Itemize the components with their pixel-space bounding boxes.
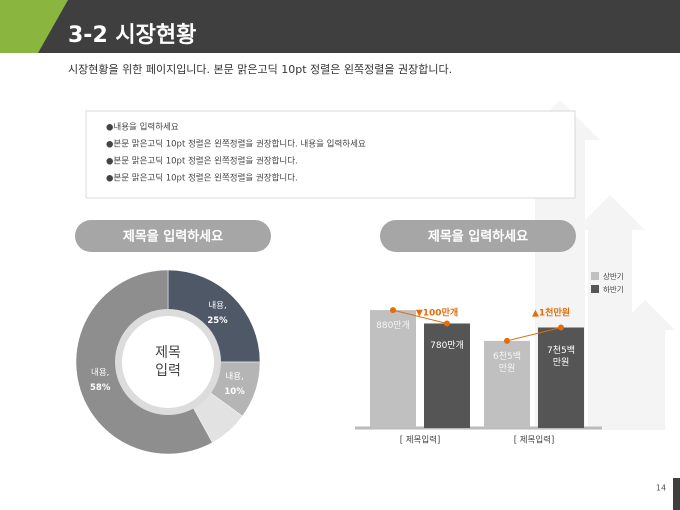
- x-tick-label: [ 제목입력]: [400, 435, 441, 446]
- legend-label: 하반기: [603, 284, 624, 294]
- page-number: 14: [656, 484, 666, 493]
- change-dot: [390, 307, 396, 314]
- title-pill: [75, 220, 271, 252]
- x-tick-label: [ 제목입력]: [514, 435, 555, 446]
- bar: [484, 340, 530, 428]
- change-line: [506, 327, 562, 342]
- bar: [424, 323, 470, 428]
- page-title: 3-2 시장현황: [68, 23, 196, 48]
- segment-value: 10%: [224, 387, 245, 397]
- corner-block: [673, 478, 680, 510]
- bullet: ●본문 맑은고딕 10pt 정렬은 왼쪽정렬을 권장합니다.: [106, 173, 298, 184]
- legend-swatch: [591, 272, 599, 280]
- bar: [370, 310, 416, 428]
- center-label: 입력: [155, 363, 181, 379]
- header-bar: [0, 0, 680, 53]
- bullet: ●내용을 입력하세요: [106, 122, 179, 133]
- legend-label: 상반기: [603, 271, 624, 281]
- value-label: 6천5백 만원: [492, 351, 522, 374]
- bar: [538, 327, 584, 428]
- segment-label: 내용,: [91, 368, 109, 378]
- change-dot: [558, 324, 564, 331]
- bullet-box: [85, 110, 576, 199]
- legend-swatch: [591, 285, 599, 293]
- center-label: 제목: [155, 345, 181, 361]
- bullet: ●본문 맑은고딕 10pt 정렬은 왼쪽정렬을 권장합니다. 내용을 입력하세요: [106, 139, 366, 150]
- chart-title: 제목을 입력하세요: [428, 229, 528, 245]
- chart-title: 제목을 입력하세요: [123, 229, 223, 245]
- change-line: [392, 309, 448, 324]
- bullet: ●본문 맑은고딕 10pt 정렬은 왼쪽정렬을 권장합니다.: [106, 156, 298, 167]
- value-label: 780만개: [430, 341, 464, 352]
- segment-label: 내용,: [225, 372, 243, 382]
- value-label: 880만개: [376, 321, 410, 332]
- value-label: 7천5백 만원: [546, 345, 576, 368]
- title-pill: [380, 220, 576, 252]
- segment-label: 내용,: [208, 301, 226, 311]
- segment-value: 58%: [90, 383, 111, 393]
- change-dot: [444, 320, 450, 327]
- inner-hole: [122, 316, 214, 408]
- annotation: ▲1천만원: [532, 307, 570, 319]
- annotation: ▼100만개: [416, 307, 458, 319]
- change-dot: [504, 337, 510, 344]
- segment-value: 25%: [207, 316, 228, 326]
- header-accent: [0, 0, 68, 53]
- description: 시장현황을 위한 페이지입니다. 본문 맑은고딕 10pt 정렬은 왼쪽정렬을 …: [68, 62, 452, 76]
